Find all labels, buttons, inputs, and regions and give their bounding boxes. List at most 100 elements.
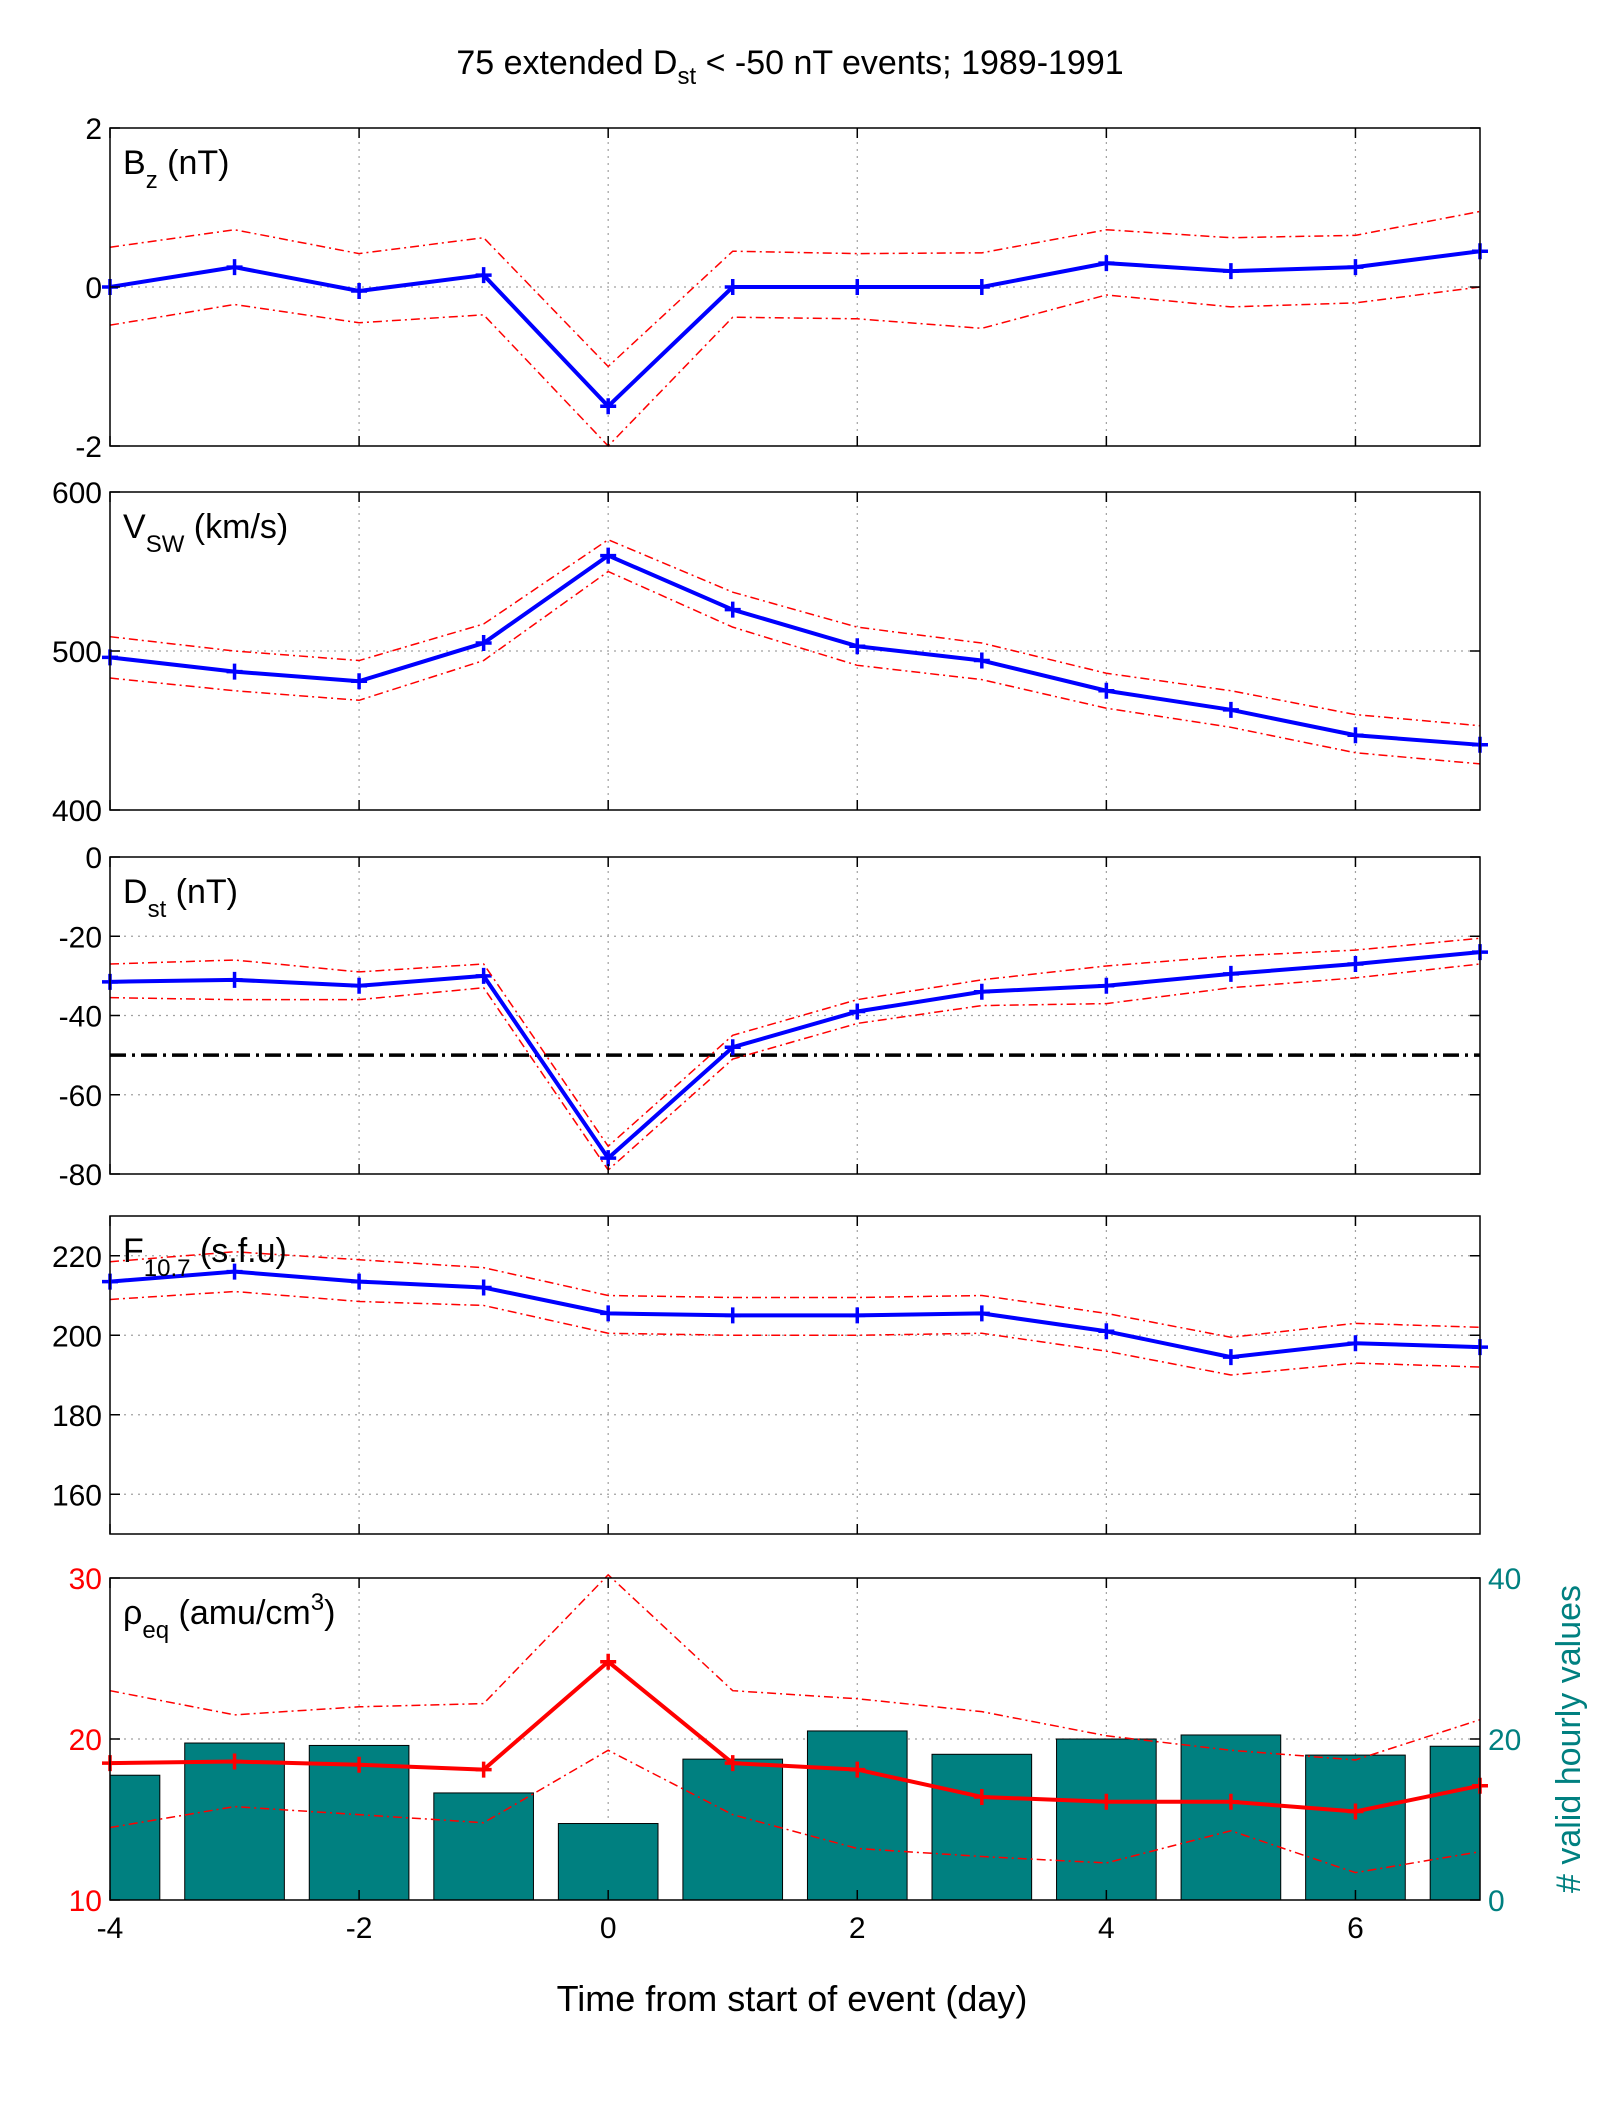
mean-point-8 (1098, 255, 1115, 272)
y-tick-label-2: 2 (85, 113, 102, 146)
mean-point-9 (1222, 965, 1239, 982)
series-mean-line (109, 553, 1481, 747)
mean-point-1 (226, 1753, 243, 1770)
y2-tick-label-1: 20 (1488, 1724, 1521, 1757)
y2-tick-label-2: 40 (1488, 1563, 1521, 1596)
axes-frame (109, 491, 1481, 811)
mean-point-10 (1347, 955, 1364, 972)
mean-point-5 (724, 1755, 741, 1772)
mean-point-1 (226, 1263, 243, 1280)
mean-point-10 (1347, 1335, 1364, 1352)
bar-6 (806, 1730, 908, 1901)
mean-point-6 (849, 279, 866, 295)
panel-vsw: 400 500 600 VSW (km/s) (52, 477, 1488, 828)
mean-point-3 (475, 635, 492, 652)
series-upper-band (109, 538, 1481, 727)
mean-point-10 (1347, 259, 1364, 276)
mean-point-1 (226, 663, 243, 680)
mean-point-4 (600, 1653, 617, 1670)
axes-frame (109, 856, 1481, 1175)
series-mean-line (109, 1269, 1481, 1360)
mean-point-5 (724, 279, 741, 295)
y-tick-label-1: 20 (69, 1724, 102, 1757)
panel-label-bz: Bz (nT) (123, 144, 229, 194)
series-lower-band (109, 963, 1481, 1172)
mean-point-3 (475, 1279, 492, 1296)
panel-f107: 160 180 200 220 F10.7 (s.f.u) (52, 1215, 1488, 1535)
mean-point-8 (1098, 1793, 1115, 1810)
bar-10 (1305, 1754, 1406, 1901)
mean-point-10 (1347, 727, 1364, 744)
figure-title: 75 extended Dst < -50 nT events; 1989-19… (456, 44, 1123, 90)
bar-8 (1056, 1738, 1157, 1901)
panel-label-vsw: VSW (km/s) (123, 508, 288, 558)
mean-point-8 (1098, 977, 1115, 994)
mean-point-4 (600, 547, 617, 564)
mean-point-2 (351, 1273, 368, 1290)
y-tick-label-2: 200 (52, 1320, 102, 1353)
mean-point-4 (600, 398, 617, 415)
panel-dst: -80 -60 -40 -20 0 Dst (nT) (59, 842, 1488, 1192)
series-mean-line (109, 1659, 1481, 1814)
mean-point-3 (475, 267, 492, 284)
mean-point-5 (724, 1039, 741, 1056)
series-lower-band (109, 1290, 1481, 1376)
mean-point-9 (1222, 1349, 1239, 1366)
mean-point-7 (973, 279, 990, 295)
mean-point-7 (973, 1788, 990, 1805)
y-tick-label-1: 180 (52, 1400, 102, 1433)
mean-point-1 (226, 971, 243, 988)
y-tick-label-4: 0 (85, 842, 102, 875)
mean-point-6 (849, 1307, 866, 1324)
x-tick-label-2: 0 (600, 1912, 617, 1945)
series-upper-band (109, 1251, 1481, 1338)
mean-point-4 (600, 1305, 617, 1322)
mean-point-7 (973, 1305, 990, 1322)
y-tick-label-3: 220 (52, 1241, 102, 1274)
mean-point-7 (973, 652, 990, 669)
series-mean-line (109, 249, 1481, 409)
bar-3 (433, 1792, 534, 1901)
bar-7 (931, 1753, 1033, 1901)
y-tick-label-2: -40 (59, 1001, 102, 1034)
y-tick-label-0: -2 (75, 431, 102, 464)
y2-axis-label: # valid hourly values (1550, 1585, 1588, 1893)
mean-point-6 (849, 638, 866, 655)
mean-point-9 (1222, 263, 1239, 280)
x-tick-label-4: 4 (1098, 1912, 1115, 1945)
x-tick-label-5: 6 (1347, 1912, 1364, 1945)
mean-point-4 (600, 1150, 617, 1167)
y-tick-label-1: -60 (59, 1080, 102, 1113)
y-tick-label-0: -80 (59, 1159, 102, 1192)
mean-point-3 (475, 1761, 492, 1778)
mean-point-6 (849, 1003, 866, 1020)
mean-point-2 (351, 977, 368, 994)
series-upper-band (109, 937, 1481, 1148)
panel-bz: -2 0 2 Bz (nT) (75, 113, 1488, 464)
series-lower-band (109, 286, 1481, 448)
mean-point-6 (849, 1761, 866, 1778)
x-axis-label: Time from start of event (day) (557, 1978, 1028, 2019)
y-tick-label-3: -20 (59, 921, 102, 954)
mean-point-9 (1222, 1793, 1239, 1810)
series-upper-band (109, 1573, 1481, 1761)
mean-point-2 (351, 1756, 368, 1773)
x-tick-label-3: 2 (849, 1912, 866, 1945)
mean-point-1 (226, 259, 243, 276)
series-mean-line (109, 950, 1481, 1161)
mean-point-3 (475, 967, 492, 984)
mean-point-7 (973, 983, 990, 1000)
y-tick-label-1: 500 (52, 636, 102, 669)
axes-frame (109, 1215, 1481, 1535)
panel-label-rho: ρeq (amu/cm3) (123, 1589, 335, 1644)
series-upper-band (109, 210, 1481, 368)
y-tick-label-2: 30 (69, 1563, 102, 1596)
mean-point-5 (724, 601, 741, 618)
bar-9 (1180, 1734, 1282, 1901)
y-tick-label-2: 600 (52, 477, 102, 510)
panel-label-f107: F10.7 (s.f.u) (123, 1232, 287, 1282)
panel-rho: -4 -2 0 2 4 6 10 20 30 0 20 40 # valid hourly values… (69, 1563, 1588, 1945)
